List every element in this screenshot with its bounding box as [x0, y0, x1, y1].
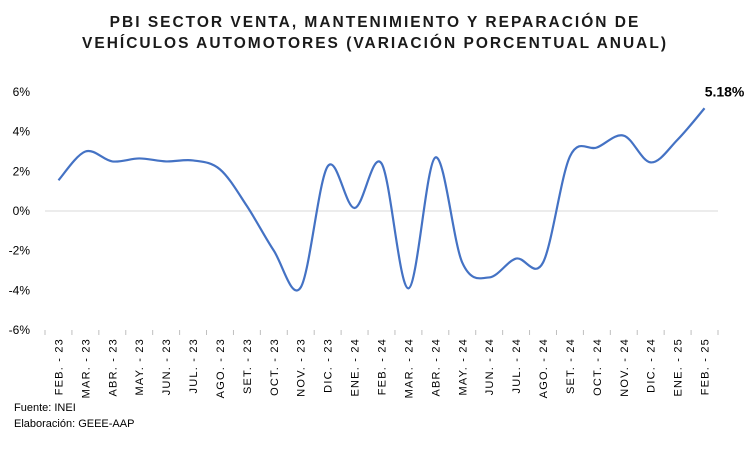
- x-tick-label: DIC. - 24: [646, 338, 658, 393]
- x-tick-label: FEB. - 25: [700, 338, 712, 395]
- x-tick-label: OCT. - 23: [269, 338, 281, 396]
- y-tick-label: 2%: [13, 164, 31, 178]
- chart-title: PBI SECTOR VENTA, MANTENIMIENTO Y REPARA…: [0, 12, 750, 54]
- data-point: [83, 150, 87, 154]
- x-tick-label: FEB. - 23: [53, 338, 65, 395]
- x-tick-label: OCT. - 24: [592, 338, 604, 396]
- data-point: [433, 155, 437, 159]
- data-point: [541, 261, 545, 265]
- data-point: [218, 167, 222, 171]
- data-point: [353, 206, 357, 210]
- y-tick-label: 4%: [13, 125, 31, 139]
- data-point: [272, 249, 276, 253]
- x-tick-label: JUL. - 24: [511, 338, 523, 393]
- chart-title-line-1: PBI SECTOR VENTA, MANTENIMIENTO Y REPARA…: [109, 14, 641, 31]
- x-tick-label: SET. - 23: [242, 338, 254, 394]
- x-tick-label: JUN. - 24: [484, 338, 496, 395]
- data-point: [703, 106, 707, 110]
- series-line: [57, 107, 706, 292]
- data-point: [649, 160, 653, 164]
- data-point: [299, 285, 303, 289]
- data-point: [622, 134, 626, 138]
- x-tick-label: ABR. - 24: [430, 338, 442, 397]
- data-point: [137, 156, 141, 160]
- x-tick-label: ABR. - 23: [107, 338, 119, 397]
- data-point: [568, 154, 572, 158]
- x-tick-label: ENE. - 25: [673, 338, 685, 397]
- x-tick-label: MAY. - 23: [134, 338, 146, 395]
- data-point: [380, 161, 384, 165]
- x-tick-label: NOV. - 24: [619, 338, 631, 397]
- elaboration-note: Elaboración: GEEE-AAP: [14, 418, 135, 430]
- y-tick-label: 0%: [13, 204, 31, 218]
- y-tick-label: -4%: [9, 283, 31, 297]
- source-note: Fuente: INEI: [14, 402, 76, 414]
- y-tick-label: -6%: [9, 323, 31, 337]
- x-tick-label: DIC. - 23: [323, 338, 335, 393]
- y-tick-label: 6%: [13, 85, 31, 99]
- data-point: [460, 261, 464, 265]
- y-tick-label: -2%: [9, 244, 31, 258]
- x-tick-label: MAR. - 24: [403, 338, 415, 398]
- data-point: [191, 158, 195, 162]
- chart-title-line-2: VEHÍCULOS AUTOMOTORES (VARIACIÓN PORCENT…: [82, 35, 668, 52]
- x-tick-label: SET. - 24: [565, 338, 577, 394]
- x-tick-label: JUL. - 23: [188, 338, 200, 393]
- x-tick-label: FEB. - 24: [377, 338, 389, 395]
- data-point: [595, 146, 599, 150]
- x-tick-label: JUN. - 23: [161, 338, 173, 395]
- data-point: [326, 164, 330, 168]
- x-tick-label: MAR. - 23: [80, 338, 92, 398]
- data-point: [56, 178, 60, 182]
- x-tick-label: ENE. - 24: [350, 338, 362, 397]
- x-tick-label: MAY. - 24: [457, 338, 469, 395]
- data-point: [245, 204, 249, 208]
- data-point: [406, 286, 410, 290]
- data-point: [676, 138, 680, 142]
- x-tick-label: AGO. - 23: [215, 338, 227, 398]
- x-tick-label: AGO. - 24: [538, 338, 550, 398]
- data-point: [164, 159, 168, 163]
- data-point: [514, 257, 518, 261]
- data-point: [110, 159, 114, 163]
- data-label-last: 5.18%: [705, 83, 745, 99]
- x-tick-label: NOV. - 23: [296, 338, 308, 397]
- data-point: [487, 275, 491, 279]
